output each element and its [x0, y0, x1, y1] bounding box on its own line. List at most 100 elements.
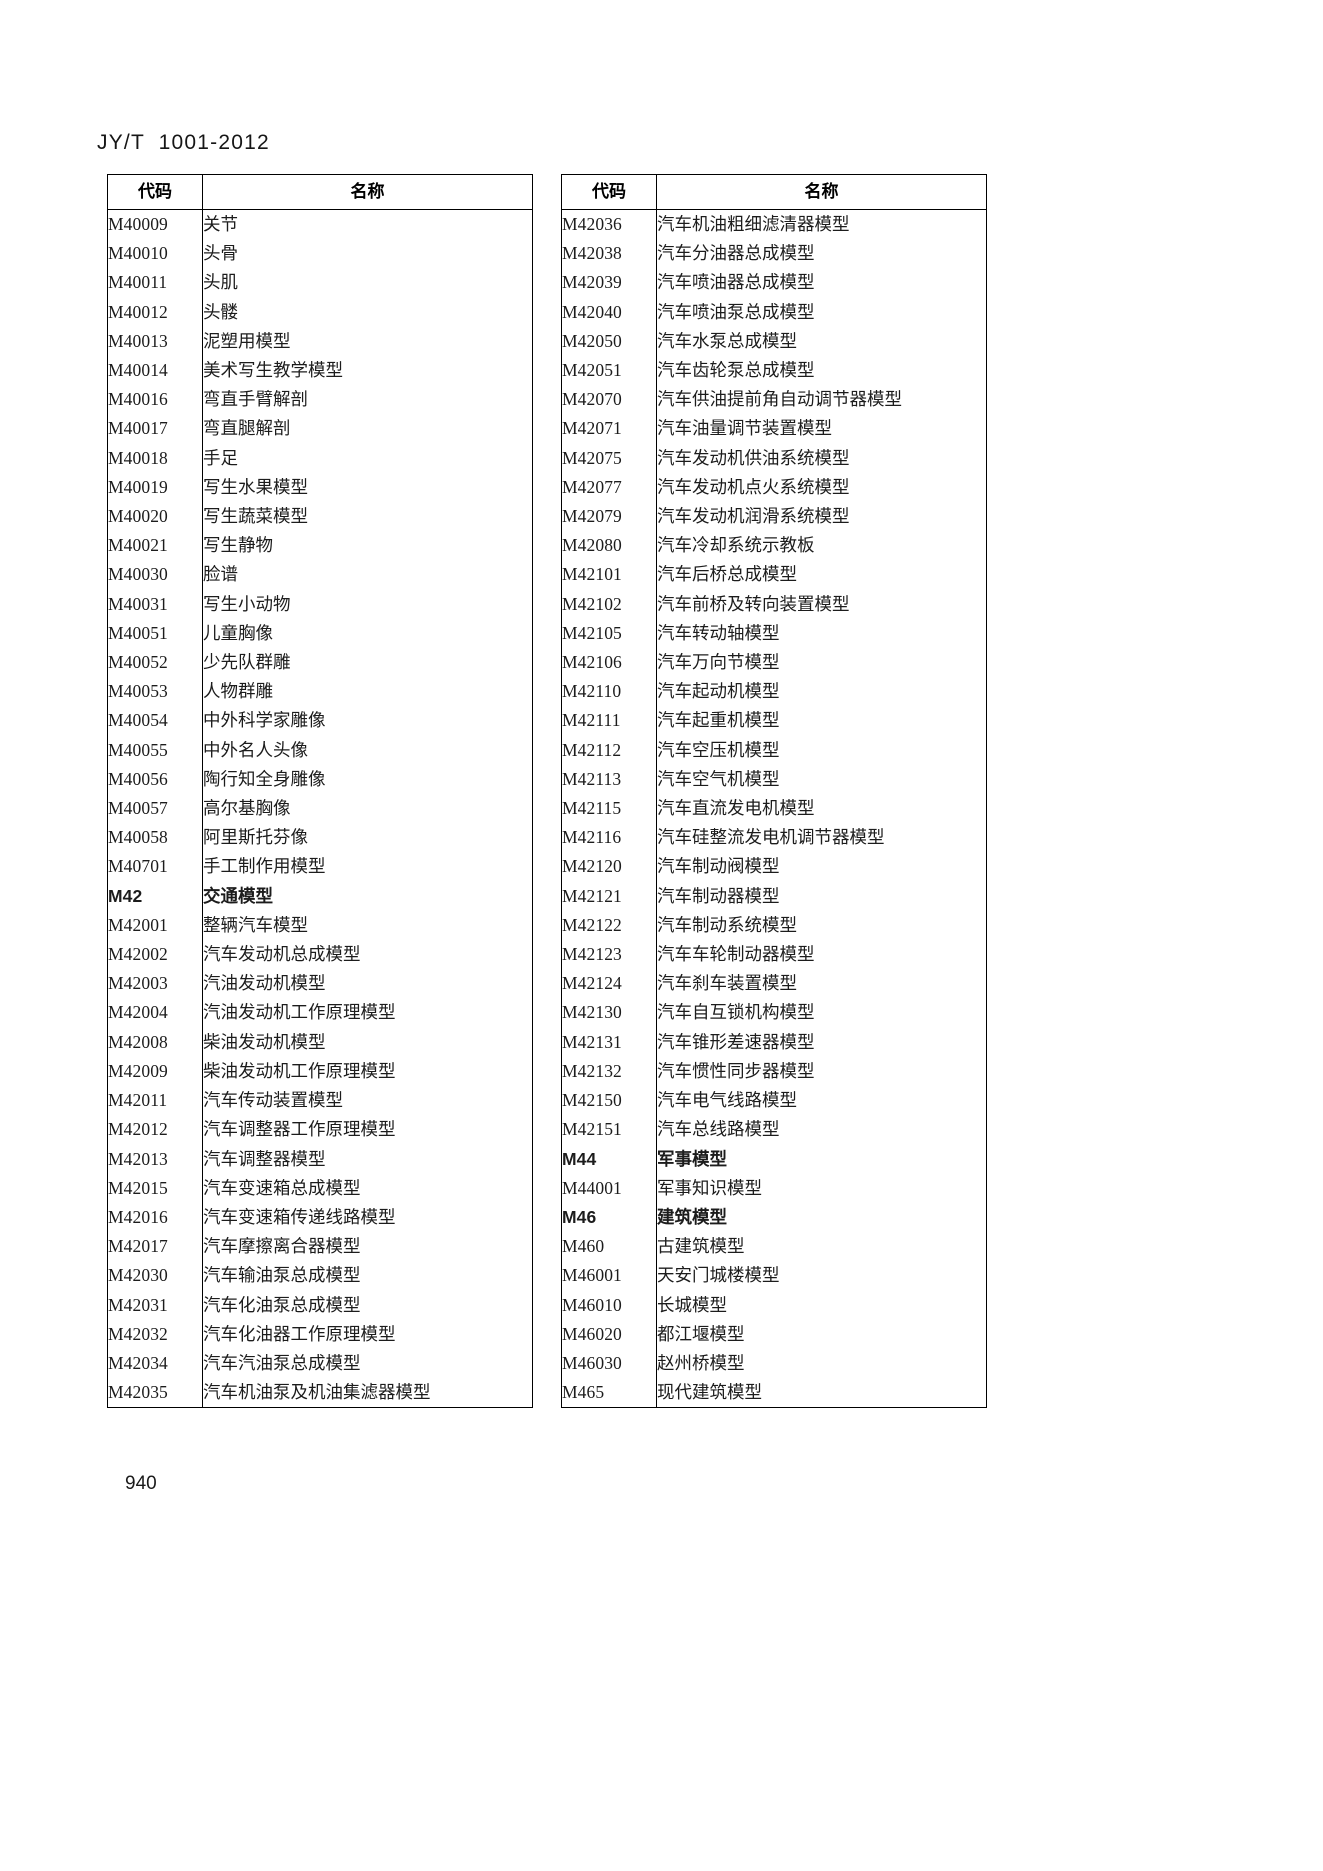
table-row: M42151 汽车总线路模型 [561, 1115, 987, 1145]
cell-code: M42004 [107, 998, 203, 1028]
cell-code: M40055 [107, 735, 203, 765]
table-row: M42077 汽车发动机点火系统模型 [561, 472, 987, 503]
cell-code: M42038 [561, 239, 657, 269]
table-row: M42080 汽车冷却系统示教板 [561, 531, 987, 561]
column-header-name: 名称 [202, 174, 533, 210]
cell-code: M40056 [107, 764, 203, 795]
cell-code: M40019 [107, 472, 203, 503]
cell-name: 中外科学家雕像 [203, 710, 326, 731]
cell-code: M42102 [561, 589, 657, 619]
equipment-code-table-left: 代码 名称 M40009 关节 M40010 头骨 M40011 头肌 M40012 头髅 M4… [107, 174, 533, 1409]
table-row: M42002 汽车发动机总成模型 [107, 940, 533, 970]
cell-name: 汽车制动阀模型 [657, 856, 780, 877]
table-row: M42079 汽车发动机润滑系统模型 [561, 502, 987, 532]
cell-code: M42003 [107, 969, 203, 999]
table-group-row: M44 军事模型 [561, 1144, 987, 1174]
cell-name: 汽车万向节模型 [657, 652, 780, 673]
cell-name: 汽车输油泵总成模型 [203, 1265, 361, 1286]
table-row: M42050 汽车水泵总成模型 [561, 326, 987, 357]
table-row: M42032 汽车化油器工作原理模型 [107, 1319, 533, 1349]
table-row: M42130 汽车自互锁机构模型 [561, 998, 987, 1028]
cell-name: 军事知识模型 [657, 1177, 762, 1198]
table-row: M42105 汽车转动轴模型 [561, 618, 987, 649]
cell-name: 古建筑模型 [657, 1236, 745, 1257]
table-row: M42121 汽车制动器模型 [561, 881, 987, 911]
cell-name: 汽油发动机模型 [203, 973, 326, 994]
table-row: M40021 写生静物 [107, 531, 533, 561]
table-row: M40017 弯直腿解剖 [107, 414, 533, 444]
cell-name: 汽车电气线路模型 [657, 1090, 797, 1111]
cell-name: 汽车发动机点火系统模型 [657, 476, 850, 497]
cell-name: 汽车喷油器总成模型 [657, 272, 815, 293]
cell-code: M42115 [561, 794, 657, 824]
cell-code: M42132 [561, 1056, 657, 1087]
table-row: M40020 写生蔬菜模型 [107, 502, 533, 532]
cell-code: M40020 [107, 502, 203, 532]
cell-code: M42112 [561, 735, 657, 765]
cell-name: 儿童胸像 [203, 622, 273, 643]
table-row: M42039 汽车喷油器总成模型 [561, 268, 987, 298]
table-head-right: 代码 名称 [561, 174, 987, 210]
cell-code: M42150 [561, 1086, 657, 1116]
cell-name: 汽车汽油泵总成模型 [203, 1352, 361, 1373]
cell-code: M460 [561, 1232, 657, 1262]
table-row: M42038 汽车分油器总成模型 [561, 239, 987, 269]
table-row: M40053 人物群雕 [107, 677, 533, 707]
table-row: M42012 汽车调整器工作原理模型 [107, 1115, 533, 1145]
table-row: M40010 头骨 [107, 239, 533, 269]
cell-code: M42071 [561, 414, 657, 444]
table-row: M42016 汽车变速箱传递线路模型 [107, 1202, 533, 1233]
cell-code: M42001 [107, 910, 203, 941]
cell-name: 军事模型 [657, 1148, 727, 1169]
cell-name: 天安门城楼模型 [657, 1265, 780, 1286]
cell-code: M40054 [107, 706, 203, 736]
cell-name: 汽车油量调节装置模型 [657, 418, 832, 439]
cell-name: 汽车分油器总成模型 [657, 243, 815, 264]
cell-code: M42110 [561, 677, 657, 707]
table-row: M460 古建筑模型 [561, 1232, 987, 1262]
cell-code: M42121 [561, 881, 657, 911]
cell-name: 手工制作用模型 [203, 856, 326, 877]
cell-code: M42040 [561, 297, 657, 327]
table-row: M42116 汽车硅整流发电机调节器模型 [561, 823, 987, 853]
table-row: M40030 脸谱 [107, 560, 533, 590]
cell-name: 汽车变速箱传递线路模型 [203, 1206, 396, 1227]
cell-code: M40011 [107, 268, 203, 298]
cell-code: M42016 [107, 1202, 203, 1233]
table-row: M42122 汽车制动系统模型 [561, 910, 987, 941]
cell-code: M42013 [107, 1144, 203, 1174]
cell-name: 汽车后桥总成模型 [657, 564, 797, 585]
cell-name: 汽车锥形差速器模型 [657, 1031, 815, 1052]
table-row: M42132 汽车惯性同步器模型 [561, 1056, 987, 1087]
table-group-row: M42 交通模型 [107, 881, 533, 911]
cell-name: 汽车喷油泵总成模型 [657, 301, 815, 322]
table-row: M42131 汽车锥形差速器模型 [561, 1027, 987, 1057]
cell-name: 汽车起重机模型 [657, 710, 780, 731]
cell-code: M42079 [561, 502, 657, 532]
cell-name: 汽车机油泵及机油集滤器模型 [203, 1382, 431, 1403]
cell-code: M46001 [561, 1261, 657, 1291]
cell-code: M40012 [107, 297, 203, 327]
cell-name: 弯直腿解剖 [203, 418, 291, 439]
cell-code: M465 [561, 1378, 657, 1408]
cell-code: M42032 [107, 1319, 203, 1349]
cell-name: 脸谱 [203, 564, 238, 585]
cell-name: 汽车车轮制动器模型 [657, 944, 815, 965]
cell-name: 汽车直流发电机模型 [657, 798, 815, 819]
table-header-row: 代码 名称 [107, 174, 533, 210]
cell-code: M42035 [107, 1378, 203, 1408]
cell-code: M40010 [107, 239, 203, 269]
page-number: 940 [125, 1473, 157, 1494]
cell-code: M40051 [107, 618, 203, 649]
table-row: M42031 汽车化油泵总成模型 [107, 1290, 533, 1320]
cell-code: M40031 [107, 589, 203, 619]
cell-code: M44001 [561, 1173, 657, 1203]
cell-name: 汽车转动轴模型 [657, 622, 780, 643]
cell-code: M40052 [107, 648, 203, 678]
cell-name: 少先队群雕 [203, 652, 291, 673]
cell-code: M42131 [561, 1027, 657, 1057]
cell-name: 汽车空压机模型 [657, 739, 780, 760]
cell-name: 写生蔬菜模型 [203, 506, 308, 527]
cell-name: 汽车变速箱总成模型 [203, 1177, 361, 1198]
cell-code: M42002 [107, 940, 203, 970]
